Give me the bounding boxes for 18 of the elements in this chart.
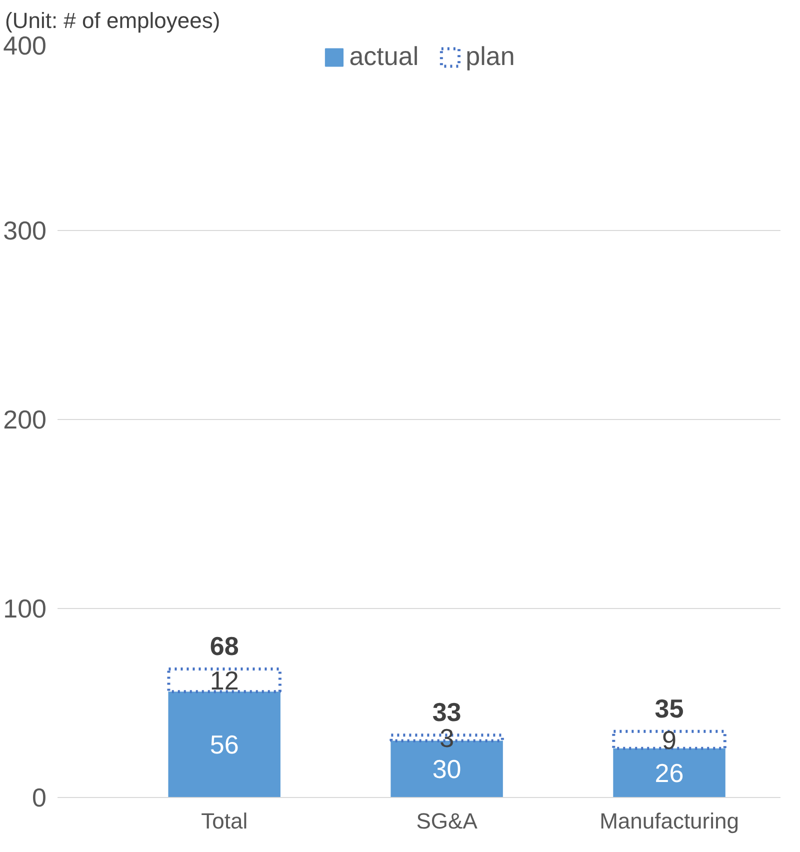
y-tick-label: 0 [32, 782, 47, 812]
legend-label: actual [349, 41, 419, 72]
data-label: 26 [654, 758, 684, 788]
total-label: 68 [210, 630, 239, 661]
legend-label: plan [466, 41, 515, 72]
x-tick-label: SG&A [416, 808, 478, 834]
x-tick-label: Total [201, 808, 248, 834]
y-tick-label: 200 [3, 404, 47, 434]
data-label: 30 [432, 754, 462, 784]
total-label: 33 [432, 697, 462, 728]
text: (Unit: # of employees) [5, 7, 220, 35]
x-tick-label: Manufacturing [600, 808, 739, 834]
y-tick-label: 300 [3, 216, 47, 246]
y-tick-label: 100 [3, 594, 47, 624]
data-label: 12 [210, 665, 239, 696]
data-label: 56 [210, 730, 239, 760]
data-label: 9 [662, 724, 677, 755]
total-label: 35 [654, 693, 684, 724]
